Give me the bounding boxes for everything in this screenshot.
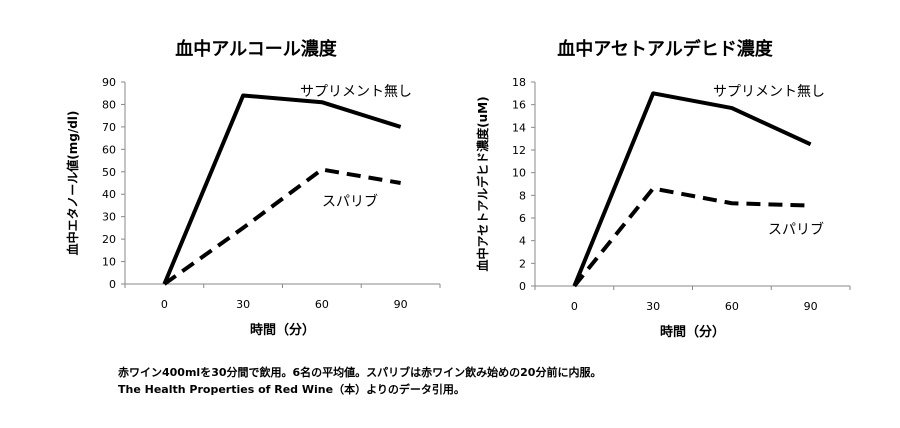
chart-title: 血中アセトアルデヒド濃度	[557, 38, 773, 60]
chart-1: 血中アルコール濃度 0 10 20 30 40 50 60 70 80 90 0 30 60 90 時間（分）…	[65, 38, 441, 338]
x-axis-label: 時間（分）	[250, 322, 315, 338]
y-tick-label: 4	[519, 235, 526, 248]
y-tick-label: 90	[102, 76, 116, 89]
series-label: スパリブ	[322, 193, 378, 210]
x-axis-label: 時間（分）	[660, 324, 725, 340]
y-tick-label: 18	[512, 76, 526, 89]
y-tick-label: 14	[512, 121, 526, 134]
x-tick-label: 60	[315, 298, 329, 311]
y-tick-label: 30	[102, 211, 116, 224]
y-tick-label: 40	[102, 188, 116, 201]
series-label: サプリメント無し	[300, 84, 412, 100]
chart-title: 血中アルコール濃度	[175, 38, 337, 60]
series-label: スパリブ	[768, 221, 824, 238]
x-tick-label: 90	[394, 298, 408, 311]
x-tick-label: 30	[236, 298, 250, 311]
y-tick-label: 80	[102, 98, 116, 111]
y-tick-label: 0	[519, 280, 526, 293]
y-axis-label: 血中エタノール値(mg/dl)	[65, 111, 80, 256]
series-line-2	[572, 186, 811, 288]
y-tick-label: 0	[109, 278, 116, 291]
y-axis-label: 血中アセトアルデヒド濃度(uM)	[475, 96, 490, 271]
y-tick-label: 10	[512, 167, 526, 180]
y-tick-label: 6	[519, 212, 526, 225]
y-tick-label: 10	[102, 256, 116, 269]
y-tick-label: 70	[102, 121, 116, 134]
series-line-1	[572, 91, 812, 287]
x-tick-label: 30	[646, 300, 660, 313]
y-tick-label: 2	[519, 257, 526, 270]
x-tick-label: 60	[725, 300, 739, 313]
y-tick-label: 12	[512, 144, 526, 157]
x-tick-label: 0	[161, 298, 168, 311]
y-tick-label: 16	[512, 99, 526, 112]
caption-line-1: 赤ワイン400mlを30分間で飲用。6名の平均値。スパリブは赤ワイン飲み始めの2…	[118, 366, 602, 379]
y-tick-label: 60	[102, 143, 116, 156]
y-tick-label: 20	[102, 233, 116, 246]
y-tick-label: 50	[102, 166, 116, 179]
series-line-2	[163, 167, 401, 286]
y-tick-label: 8	[519, 189, 526, 202]
caption-line-2: The Health Properties of Red Wine（本）よりのデ…	[118, 383, 465, 396]
chart-2: 血中アセトアルデヒド濃度 0 2 4 6 8 10 12 14 16 18 0 30 60 90 時間（分） 血…	[475, 38, 851, 340]
series-line-1	[162, 93, 402, 285]
x-tick-label: 90	[804, 300, 818, 313]
x-tick-label: 0	[571, 300, 578, 313]
series-label: サプリメント無し	[713, 84, 825, 100]
